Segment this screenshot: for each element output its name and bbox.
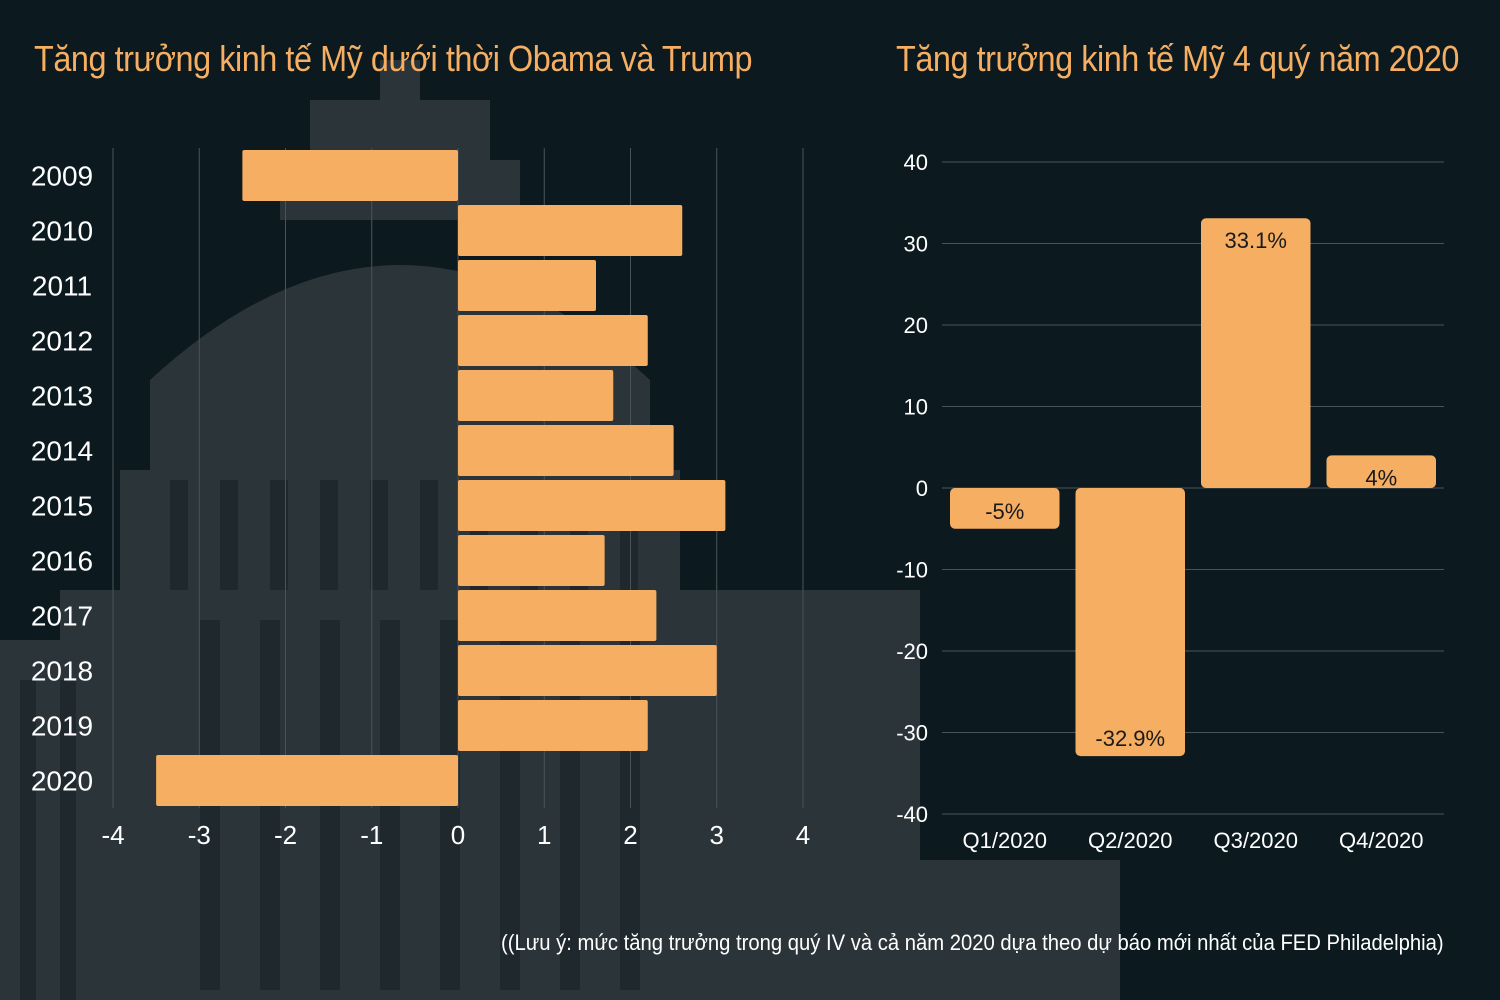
y-tick-label: -10 [896,558,928,583]
y-tick-label: -20 [896,639,928,664]
y-category-label: 2017 [31,601,93,632]
y-category-label: 2011 [32,271,92,302]
y-category-label: 2015 [31,491,93,522]
x-tick-label: -1 [360,820,383,850]
y-category-label: 2018 [31,656,93,687]
x-tick-label: 2 [623,820,637,850]
bar-2017 [458,590,657,641]
x-category-label: Q3/2020 [1214,828,1298,853]
x-tick-label: 3 [710,820,724,850]
data-label: 4% [1365,465,1397,490]
bar-Q2/2020 [1075,488,1185,757]
left-chart-title: Tăng trưởng kinh tế Mỹ dưới thời Obama v… [34,38,753,79]
bar-2016 [458,535,605,586]
bar-2015 [458,480,726,531]
bar-2019 [458,700,648,751]
bar-2012 [458,315,648,366]
y-tick-label: -40 [896,802,928,827]
data-label: -5% [985,499,1024,524]
y-tick-label: 40 [904,150,928,175]
x-tick-label: 4 [796,820,810,850]
x-tick-label: -2 [274,820,297,850]
x-tick-label: -3 [188,820,211,850]
y-category-label: 2012 [31,326,93,357]
y-category-label: 2016 [31,546,93,577]
y-category-label: 2013 [31,381,93,412]
x-tick-label: 0 [451,820,465,850]
y-tick-label: 20 [904,313,928,338]
x-tick-label: 1 [537,820,551,850]
y-category-label: 2010 [31,216,93,247]
quarterly-growth-bar-chart: -5% -32.9% 33.1% 4% 40 30 20 10 0 -10 -20 -30 -40 Q… [896,150,1444,853]
data-label: -32.9% [1095,726,1165,751]
x-tick-label: -4 [101,820,124,850]
y-tick-label: 30 [904,232,928,257]
bar-2011 [458,260,596,311]
footnote: ((Lưu ý: mức tăng trưởng trong quý IV và… [501,930,1444,955]
y-category-label: 2020 [31,766,93,797]
x-category-label: Q4/2020 [1339,828,1423,853]
bar-2010 [458,205,683,256]
bar-2013 [458,370,614,421]
bar-2018 [458,645,717,696]
bar-Q4/2020 [1326,455,1436,488]
right-chart-title: Tăng trưởng kinh tế Mỹ 4 quý năm 2020 [896,38,1459,79]
annual-growth-bar-chart: 2009201020112012201320142015201620172018… [31,148,810,850]
x-category-label: Q1/2020 [963,828,1047,853]
bar-2014 [458,425,674,476]
bar-2020 [156,755,458,806]
y-category-label: 2014 [31,436,93,467]
data-label: 33.1% [1225,228,1287,253]
y-tick-label: 10 [904,395,928,420]
bar-Q3/2020 [1201,218,1311,489]
y-category-label: 2019 [31,711,93,742]
y-tick-label: 0 [916,476,928,501]
x-category-label: Q2/2020 [1088,828,1172,853]
y-category-label: 2009 [31,161,93,192]
bar-2009 [242,150,458,201]
y-tick-label: -30 [896,721,928,746]
bar-Q1/2020 [950,488,1060,529]
